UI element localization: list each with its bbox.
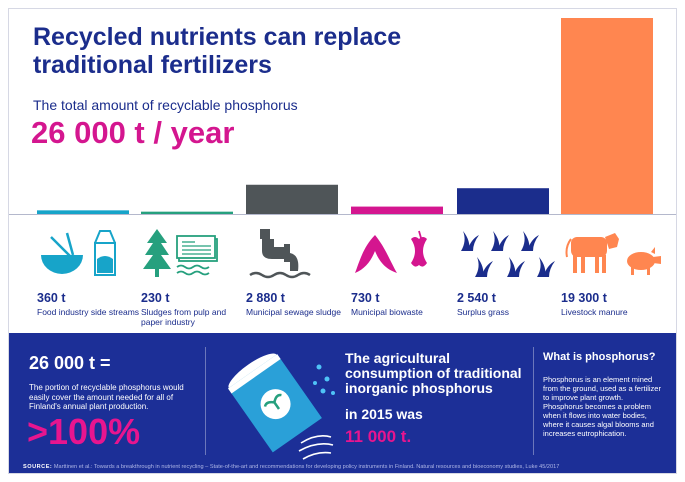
category-label: Food industry side streams bbox=[37, 307, 140, 317]
bar-6 bbox=[561, 18, 653, 214]
bar-5 bbox=[457, 188, 549, 214]
bowl-and-milk-carton-icon bbox=[41, 230, 116, 276]
category-sewage-sludge: 2 880 t Municipal sewage sludge bbox=[246, 221, 350, 341]
category-value: 2 540 t bbox=[457, 291, 496, 305]
what-description: Phosphorus is an element mined from the … bbox=[543, 375, 661, 438]
agri-value: 11 000 t. bbox=[345, 427, 412, 446]
category-label: Surplus grass bbox=[457, 307, 509, 317]
category-label: Municipal sewage sludge bbox=[246, 307, 341, 317]
tree-and-paper-icon bbox=[143, 229, 218, 277]
fertilizer-bottle-icon bbox=[226, 351, 335, 460]
agri-year: in 2015 was bbox=[345, 406, 423, 422]
bar-1 bbox=[37, 210, 129, 214]
category-food-industry: 360 t Food industry side streams bbox=[37, 221, 141, 341]
source-citation: SOURCE: Marttinen et al.: Towards a brea… bbox=[23, 464, 673, 470]
category-value: 360 t bbox=[37, 291, 66, 305]
banana-and-apple-core-icon bbox=[355, 230, 427, 273]
source-text: Marttinen et al.: Towards a breakthrough… bbox=[52, 464, 560, 470]
what-heading: What is phosphorus? bbox=[543, 351, 656, 363]
total-amount: 26 000 t / year bbox=[31, 115, 235, 150]
category-value: 730 t bbox=[351, 291, 380, 305]
category-value: 2 880 t bbox=[246, 291, 285, 305]
agri-heading: The agricultural consumption of traditio… bbox=[345, 350, 522, 396]
grass-icon bbox=[461, 231, 555, 277]
panel-description: The portion of recyclable phosphorus wou… bbox=[29, 383, 184, 411]
category-label: Livestock manure bbox=[561, 307, 628, 317]
bar-chart bbox=[37, 18, 653, 214]
panel-percent: >100% bbox=[27, 411, 141, 452]
chart-baseline bbox=[9, 214, 676, 215]
bar-2 bbox=[141, 211, 233, 214]
panel-divider bbox=[205, 347, 206, 455]
category-value: 19 300 t bbox=[561, 291, 607, 305]
infographic: Recycled nutrients can replace tradition… bbox=[8, 8, 677, 474]
category-livestock-manure: 19 300 t Livestock manure bbox=[561, 221, 665, 341]
bar-3 bbox=[246, 184, 338, 214]
category-biowaste: 730 t Municipal biowaste bbox=[351, 221, 455, 341]
page-subtitle: The total amount of recyclable phosphoru… bbox=[33, 97, 298, 113]
panel-total: 26 000 t = bbox=[29, 353, 111, 373]
category-pulp-paper: 230 t Sludges from pulp and paper indust… bbox=[141, 221, 245, 341]
category-label: Municipal biowaste bbox=[351, 307, 423, 317]
page-title: Recycled nutrients can replace tradition… bbox=[33, 23, 402, 79]
sewage-pipe-icon bbox=[249, 229, 311, 279]
category-value: 230 t bbox=[141, 291, 170, 305]
bar-4 bbox=[351, 206, 443, 214]
info-panel: 26 000 t = The portion of recyclable pho… bbox=[9, 333, 676, 473]
category-surplus-grass: 2 540 t Surplus grass bbox=[457, 221, 561, 341]
panel-divider bbox=[533, 347, 534, 455]
cow-and-pig-icon bbox=[565, 233, 661, 275]
category-label: Sludges from pulp and paper industry bbox=[141, 307, 227, 327]
source-label: SOURCE: bbox=[23, 464, 53, 470]
